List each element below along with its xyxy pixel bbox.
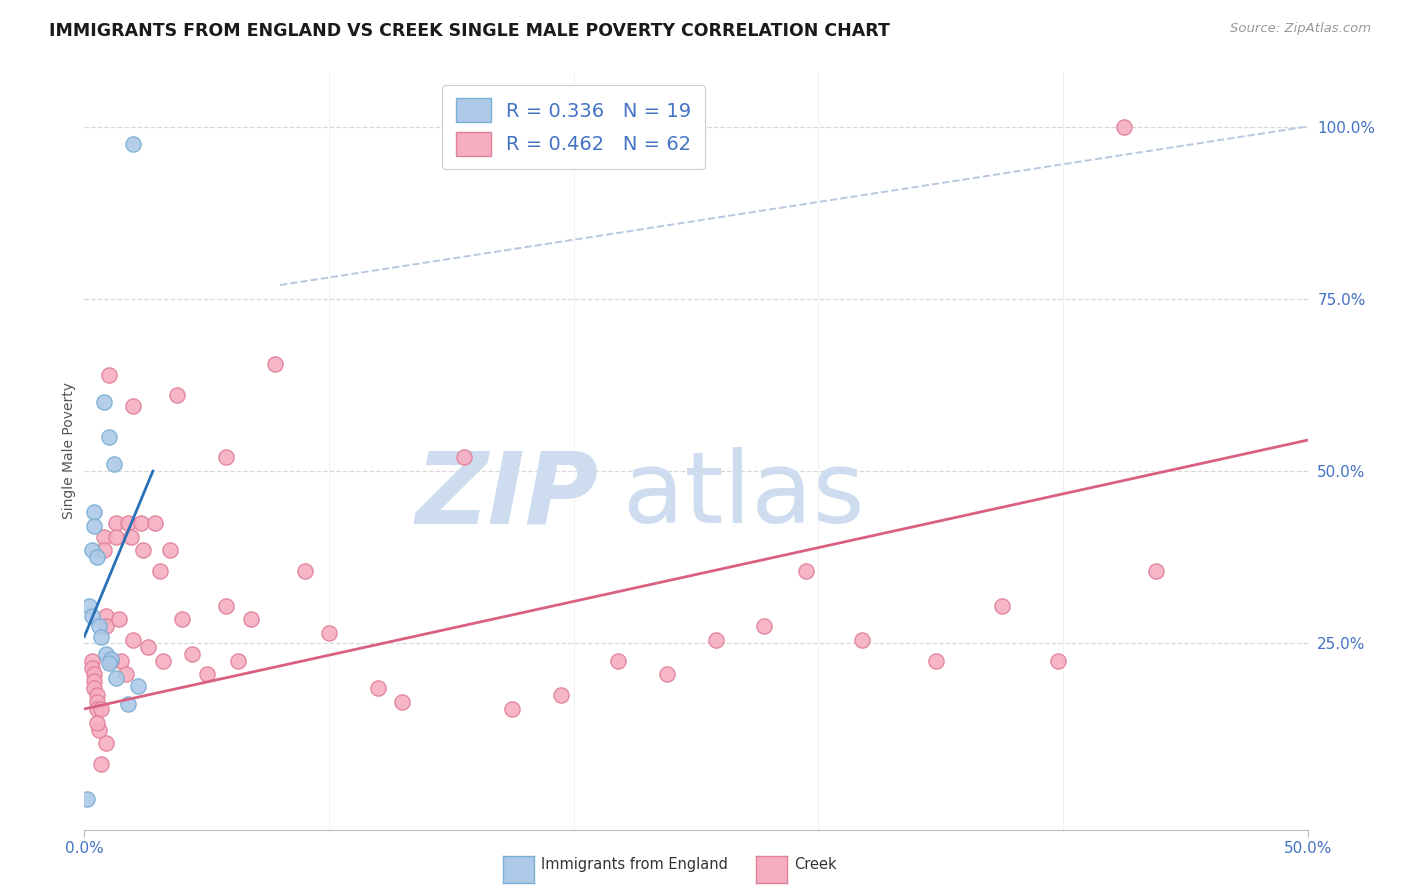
Point	[90, 702, 112, 716]
Point	[105, 516, 128, 530]
Point	[215, 450, 238, 465]
Point	[149, 564, 172, 578]
Point	[97, 368, 120, 382]
Point	[80, 654, 103, 668]
Point	[96, 619, 118, 633]
Point	[122, 399, 145, 413]
Point	[97, 430, 120, 444]
Point	[86, 695, 108, 709]
Y-axis label: Single Male Poverty: Single Male Poverty	[62, 382, 76, 519]
Point	[117, 516, 139, 530]
Point	[120, 530, 142, 544]
Text: Creek: Creek	[794, 857, 837, 872]
Point	[754, 619, 776, 633]
Point	[367, 681, 389, 696]
Point	[606, 654, 628, 668]
Point	[122, 633, 145, 648]
Point	[1144, 564, 1167, 578]
Point	[195, 667, 218, 681]
Text: IMMIGRANTS FROM ENGLAND VS CREEK SINGLE MALE POVERTY CORRELATION CHART: IMMIGRANTS FROM ENGLAND VS CREEK SINGLE …	[49, 22, 890, 40]
Point	[86, 715, 108, 730]
Point	[122, 136, 145, 151]
Point	[228, 654, 250, 668]
Point	[97, 656, 120, 670]
Point	[103, 457, 125, 471]
Point	[129, 516, 152, 530]
Point	[90, 757, 112, 772]
Point	[76, 791, 98, 805]
Legend: R = 0.336   N = 19, R = 0.462   N = 62: R = 0.336 N = 19, R = 0.462 N = 62	[443, 85, 704, 169]
Point	[166, 388, 188, 402]
Point	[77, 599, 100, 613]
Point	[502, 702, 524, 716]
Point	[93, 395, 115, 409]
Point	[105, 671, 128, 685]
Point	[87, 619, 110, 633]
Point	[294, 564, 316, 578]
Point	[318, 626, 340, 640]
Point	[391, 695, 413, 709]
Point	[655, 667, 678, 681]
Point	[172, 612, 194, 626]
Point	[453, 450, 475, 465]
Point	[143, 516, 166, 530]
Point	[115, 667, 138, 681]
Point	[83, 667, 105, 681]
Point	[181, 647, 204, 661]
Point	[86, 702, 108, 716]
Point	[704, 633, 727, 648]
Point	[851, 633, 873, 648]
Point	[925, 654, 948, 668]
Point	[991, 599, 1014, 613]
Point	[80, 660, 103, 674]
Point	[90, 630, 112, 644]
Point	[105, 530, 128, 544]
Point	[83, 681, 105, 696]
Point	[100, 651, 122, 665]
Point	[83, 519, 105, 533]
Point	[132, 543, 155, 558]
Point	[110, 654, 132, 668]
Text: Source: ZipAtlas.com: Source: ZipAtlas.com	[1230, 22, 1371, 36]
Point	[93, 530, 115, 544]
Point	[159, 543, 181, 558]
Point	[127, 679, 149, 693]
Text: Immigrants from England: Immigrants from England	[541, 857, 728, 872]
Text: ZIP: ZIP	[415, 448, 598, 544]
Point	[550, 688, 572, 702]
Point	[100, 654, 122, 668]
Point	[239, 612, 262, 626]
Point	[215, 599, 238, 613]
Point	[80, 543, 103, 558]
Point	[83, 506, 105, 520]
Point	[152, 654, 174, 668]
Point	[96, 647, 118, 661]
Point	[1047, 654, 1070, 668]
Point	[86, 688, 108, 702]
Point	[117, 697, 139, 711]
Point	[96, 736, 118, 750]
Point	[136, 640, 159, 654]
Point	[80, 608, 103, 623]
Point	[96, 608, 118, 623]
Point	[107, 612, 129, 626]
Point	[86, 550, 108, 565]
Point	[794, 564, 817, 578]
Point	[83, 674, 105, 689]
Point	[264, 357, 287, 371]
Text: atlas: atlas	[623, 448, 865, 544]
Point	[87, 723, 110, 737]
Point	[93, 543, 115, 558]
Point	[1114, 120, 1136, 134]
